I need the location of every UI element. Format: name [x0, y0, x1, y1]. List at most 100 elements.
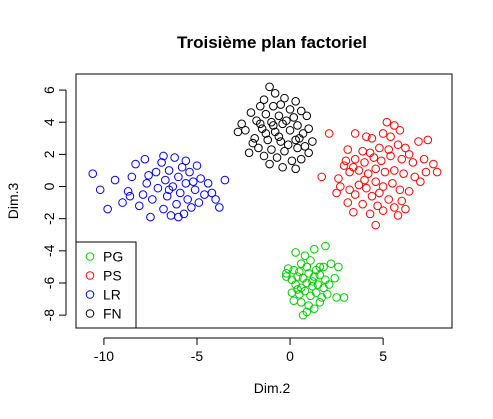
- data-point: [289, 296, 299, 305]
- data-point: [134, 201, 144, 211]
- data-point: [326, 259, 336, 268]
- data-point: [295, 267, 304, 277]
- data-point: [332, 188, 341, 198]
- legend-label-lr: LR: [103, 287, 121, 303]
- y-tick-label: 2: [41, 150, 57, 158]
- data-point: [360, 175, 369, 185]
- data-point: [369, 153, 379, 162]
- data-point: [246, 108, 256, 117]
- legend-label-fn: FN: [103, 306, 122, 322]
- data-point: [161, 175, 170, 185]
- data-point: [283, 140, 293, 150]
- data-point: [306, 291, 315, 301]
- data-point: [280, 93, 289, 103]
- data-point: [153, 183, 163, 193]
- data-point: [350, 190, 360, 199]
- data-point: [254, 143, 263, 153]
- data-point: [131, 159, 140, 169]
- data-point: [138, 190, 148, 199]
- data-point: [432, 167, 442, 177]
- data-point: [365, 209, 375, 219]
- data-point: [300, 142, 310, 151]
- data-point: [334, 174, 343, 183]
- y-tick-label: -6: [41, 277, 57, 290]
- series-pg: [282, 241, 349, 320]
- data-point: [389, 203, 399, 212]
- data-point: [373, 201, 382, 211]
- data-point: [334, 262, 343, 272]
- data-point: [248, 138, 258, 148]
- data-point: [142, 179, 152, 188]
- data-point: [278, 162, 287, 172]
- data-point: [395, 125, 405, 135]
- y-tick-label: 4: [41, 118, 57, 126]
- data-point: [350, 154, 360, 164]
- data-point: [358, 146, 367, 156]
- chart-title: Troisième plan factoriel: [177, 33, 367, 52]
- data-point: [289, 265, 299, 275]
- data-point: [298, 310, 308, 320]
- data-point: [308, 277, 317, 286]
- data-point: [194, 198, 204, 207]
- data-point: [393, 211, 403, 220]
- data-point: [295, 134, 304, 143]
- data-point: [389, 166, 399, 175]
- data-point: [164, 185, 174, 195]
- data-point: [291, 97, 300, 106]
- data-point: [343, 145, 353, 154]
- data-point: [321, 241, 330, 251]
- data-point: [371, 220, 380, 230]
- data-point: [365, 148, 375, 158]
- data-point: [293, 121, 302, 130]
- data-point: [375, 143, 384, 153]
- data-point: [174, 212, 183, 222]
- y-tick-label: -2: [41, 212, 57, 225]
- data-point: [304, 148, 313, 158]
- data-point: [378, 206, 388, 215]
- data-point: [265, 159, 274, 169]
- data-point: [362, 183, 371, 193]
- data-point: [274, 111, 284, 121]
- data-point: [309, 244, 319, 254]
- data-point: [296, 154, 306, 164]
- data-point: [88, 169, 98, 178]
- legend: PG PS LR FN: [75, 241, 137, 329]
- data-point: [146, 212, 155, 222]
- data-point: [317, 172, 327, 182]
- data-point: [127, 172, 137, 182]
- data-point: [309, 272, 319, 281]
- data-point: [289, 113, 299, 122]
- data-point: [308, 281, 317, 291]
- data-point: [354, 180, 364, 190]
- plot-frame: [75, 73, 453, 329]
- data-point: [378, 129, 388, 138]
- data-point: [384, 145, 394, 154]
- y-axis-label: Dim.3: [5, 183, 21, 220]
- data-point: [172, 199, 181, 209]
- data-point: [276, 137, 286, 146]
- data-point: [293, 285, 302, 294]
- data-point: [211, 195, 220, 204]
- data-point: [237, 119, 246, 129]
- data-point: [118, 198, 127, 207]
- data-point: [103, 204, 112, 214]
- data-point: [159, 204, 168, 214]
- data-point: [302, 262, 312, 272]
- data-point: [371, 164, 380, 174]
- data-point: [429, 159, 438, 169]
- data-point: [324, 280, 334, 289]
- data-point: [343, 198, 353, 207]
- data-point: [110, 175, 120, 185]
- x-tick-label: -5: [191, 348, 204, 364]
- data-point: [350, 129, 360, 138]
- data-point: [358, 199, 367, 209]
- data-point: [317, 293, 327, 302]
- data-point: [395, 185, 405, 195]
- data-point: [272, 153, 282, 162]
- data-point: [345, 185, 354, 195]
- data-point: [250, 134, 259, 143]
- legend-marker-ps: [85, 271, 95, 280]
- y-tick-label: 0: [41, 182, 57, 190]
- series-fn: [233, 82, 317, 174]
- data-point: [296, 259, 306, 268]
